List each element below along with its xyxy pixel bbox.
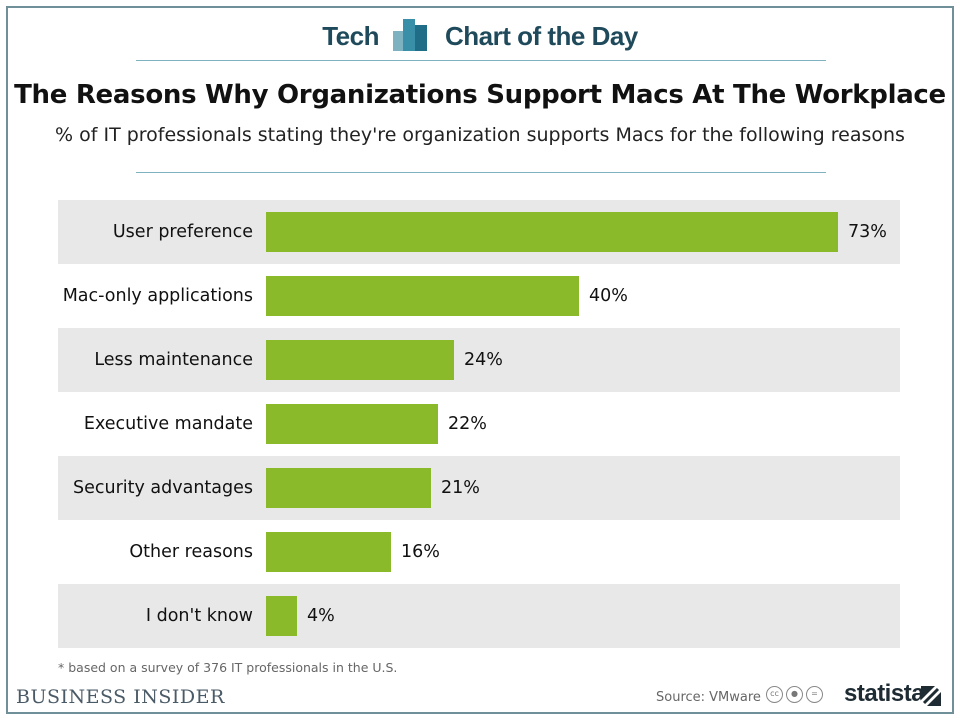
bar	[266, 404, 438, 444]
chart-frame	[6, 6, 954, 714]
header-chart-of-the-day-label: Chart of the Day	[444, 20, 638, 51]
bar	[266, 276, 579, 316]
chart-row: Security advantages 21%	[58, 456, 900, 520]
category-label: I don't know	[145, 606, 253, 626]
chart-row: Executive mandate 22%	[58, 392, 900, 456]
business-insider-logo: BUSINESS INSIDER	[16, 686, 225, 708]
category-label: Security advantages	[72, 478, 253, 498]
value-label: 73%	[848, 222, 887, 242]
header-tech-label: Tech	[322, 20, 379, 51]
category-label: User preference	[112, 222, 253, 242]
statista-mark-icon	[921, 686, 941, 706]
bar	[266, 212, 838, 252]
chart-title: The Reasons Why Organizations Support Ma…	[14, 80, 946, 110]
footnote: * based on a survey of 376 IT profession…	[58, 660, 398, 675]
no-derivatives-icon: =	[806, 686, 823, 703]
value-label: 4%	[307, 606, 335, 626]
chart-row: Less maintenance 24%	[58, 328, 900, 392]
category-label: Less maintenance	[94, 350, 253, 370]
header-banner: Tech Chart of the Day	[0, 12, 960, 60]
bar-chart: User preference 73% Mac-only applications 4…	[58, 200, 900, 648]
chart-subtitle: % of IT professionals stating they're or…	[55, 124, 905, 146]
license-icons: cc ● =	[766, 686, 823, 703]
bar	[266, 468, 431, 508]
chart-row: Mac-only applications 40%	[58, 264, 900, 328]
category-label: Executive mandate	[83, 414, 253, 434]
cc-icon: cc	[766, 686, 783, 703]
bar	[266, 596, 297, 636]
bar	[266, 532, 391, 572]
value-label: 16%	[401, 542, 440, 562]
header-rule	[136, 60, 826, 61]
source-label: Source: VMware	[656, 690, 761, 705]
value-label: 24%	[464, 350, 503, 370]
chart-logo-icon	[392, 17, 431, 55]
subtitle-rule	[136, 172, 826, 173]
chart-row: Other reasons 16%	[58, 520, 900, 584]
bar	[266, 340, 454, 380]
category-label: Mac-only applications	[62, 286, 253, 306]
statista-logo: statista	[844, 680, 925, 707]
chart-row: I don't know 4%	[58, 584, 900, 648]
value-label: 40%	[589, 286, 628, 306]
chart-row: User preference 73%	[58, 200, 900, 264]
category-label: Other reasons	[129, 542, 253, 562]
value-label: 21%	[441, 478, 480, 498]
attribution-icon: ●	[786, 686, 803, 703]
value-label: 22%	[448, 414, 487, 434]
